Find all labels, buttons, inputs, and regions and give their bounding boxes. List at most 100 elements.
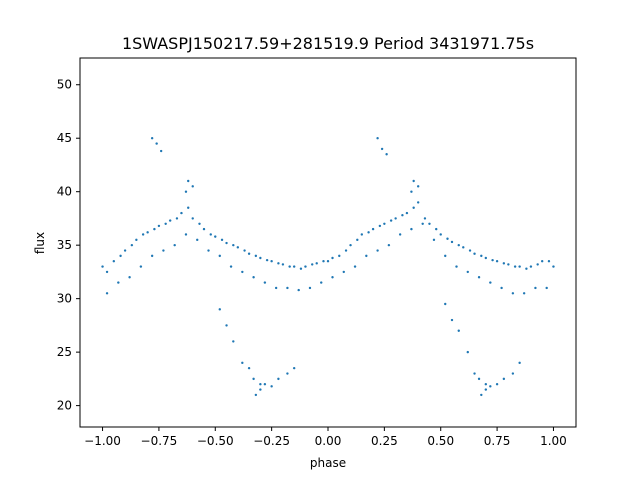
data-point bbox=[315, 262, 318, 265]
data-point bbox=[502, 262, 506, 265]
data-point bbox=[184, 233, 188, 236]
data-point bbox=[150, 137, 154, 140]
x-tick-label: −1.00 bbox=[84, 434, 121, 448]
data-point bbox=[529, 265, 533, 268]
x-tick-label: −0.50 bbox=[197, 434, 234, 448]
data-point bbox=[410, 190, 413, 193]
y-tick-label: 25 bbox=[57, 345, 72, 359]
data-point bbox=[207, 249, 210, 252]
data-point bbox=[274, 286, 278, 290]
chart-title: 1SWASPJ150217.59+281519.9 Period 3431971… bbox=[122, 34, 534, 53]
data-point bbox=[187, 206, 190, 209]
data-point bbox=[344, 249, 348, 252]
data-point bbox=[232, 243, 235, 247]
data-point bbox=[365, 254, 368, 258]
data-point bbox=[468, 249, 472, 252]
data-point bbox=[491, 258, 494, 262]
data-point bbox=[353, 265, 357, 268]
data-point bbox=[180, 211, 183, 215]
data-point bbox=[511, 372, 515, 375]
data-point bbox=[489, 281, 492, 284]
data-point bbox=[522, 292, 526, 295]
data-point bbox=[421, 222, 424, 225]
x-tick-label: −0.75 bbox=[141, 434, 178, 448]
data-point bbox=[500, 286, 503, 290]
data-point bbox=[263, 281, 267, 284]
x-axis-label: phase bbox=[310, 456, 346, 470]
data-point bbox=[173, 243, 176, 247]
data-point bbox=[308, 286, 312, 290]
data-point bbox=[277, 377, 280, 381]
data-point bbox=[495, 383, 499, 386]
data-point bbox=[123, 249, 127, 252]
data-point bbox=[191, 217, 194, 220]
data-point bbox=[423, 217, 427, 220]
data-point bbox=[265, 258, 269, 262]
y-axis-label: flux bbox=[33, 232, 47, 254]
data-point bbox=[450, 318, 454, 322]
y-tick-label: 50 bbox=[57, 78, 72, 92]
data-point bbox=[232, 340, 235, 343]
data-point bbox=[139, 265, 143, 268]
x-tick-label: 0.25 bbox=[371, 434, 398, 448]
x-tick-label: 0.00 bbox=[315, 434, 342, 448]
data-point bbox=[288, 265, 291, 268]
data-point bbox=[157, 224, 161, 228]
data-point bbox=[146, 231, 149, 234]
data-point bbox=[286, 286, 289, 290]
data-point bbox=[162, 249, 165, 252]
data-point bbox=[141, 233, 145, 236]
data-point bbox=[331, 256, 334, 260]
data-point bbox=[277, 262, 280, 265]
data-point bbox=[455, 265, 458, 268]
data-point bbox=[525, 267, 528, 270]
data-point bbox=[225, 241, 228, 245]
data-point bbox=[184, 190, 188, 193]
y-tick-label: 35 bbox=[57, 238, 72, 252]
data-point bbox=[247, 252, 251, 255]
data-point bbox=[209, 233, 212, 236]
data-point bbox=[252, 276, 255, 279]
data-point bbox=[416, 185, 420, 188]
data-point bbox=[356, 238, 359, 242]
data-point bbox=[394, 217, 397, 220]
data-point bbox=[270, 260, 273, 263]
data-point bbox=[247, 366, 251, 370]
data-point bbox=[236, 246, 240, 249]
data-point bbox=[473, 372, 476, 375]
data-point bbox=[376, 137, 379, 140]
data-point bbox=[477, 377, 481, 381]
data-point bbox=[401, 214, 404, 217]
data-point bbox=[153, 227, 156, 231]
data-point bbox=[281, 263, 285, 266]
x-tick-label: 0.75 bbox=[484, 434, 511, 448]
data-point bbox=[484, 256, 488, 260]
data-point bbox=[385, 153, 388, 156]
data-point bbox=[466, 270, 469, 274]
data-point bbox=[444, 254, 447, 258]
data-point bbox=[484, 388, 488, 391]
data-point bbox=[473, 252, 476, 255]
y-tick-label: 40 bbox=[57, 185, 72, 199]
data-point bbox=[412, 206, 415, 209]
data-point bbox=[297, 288, 300, 292]
data-point bbox=[225, 324, 228, 327]
data-point bbox=[150, 254, 154, 258]
data-point bbox=[518, 361, 521, 365]
data-point bbox=[376, 249, 379, 252]
data-point bbox=[367, 231, 370, 234]
data-point bbox=[105, 270, 109, 274]
data-point bbox=[119, 254, 122, 258]
data-point bbox=[164, 222, 167, 225]
data-point bbox=[304, 265, 307, 268]
data-point bbox=[477, 276, 481, 279]
data-point bbox=[259, 256, 262, 260]
data-point bbox=[338, 254, 341, 258]
data-point bbox=[547, 260, 551, 263]
data-point bbox=[241, 361, 244, 365]
data-point bbox=[218, 308, 221, 311]
data-point bbox=[320, 281, 323, 284]
data-point bbox=[311, 263, 314, 266]
data-point bbox=[540, 260, 544, 263]
